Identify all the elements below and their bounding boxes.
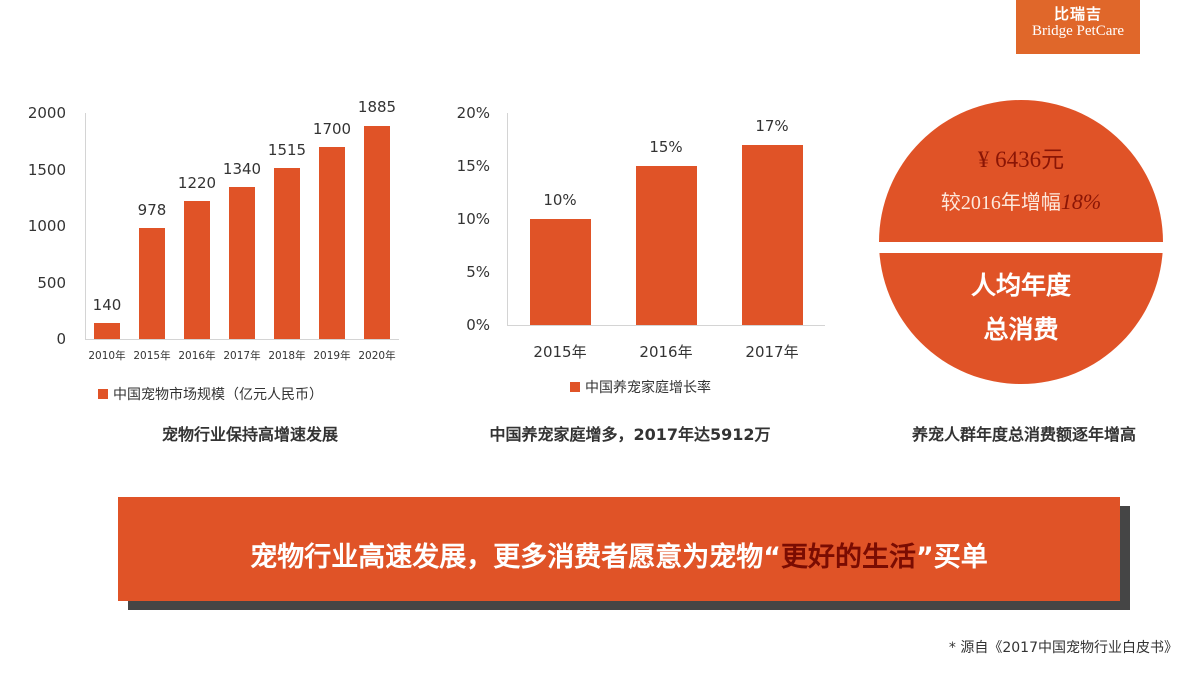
logo-en-text: Bridge PetCare [1031,23,1125,39]
growth-percent: 18% [1060,189,1102,214]
bar-2019 [319,147,345,339]
x-label: 2018年 [268,350,306,362]
bar-value: 1700 [312,120,352,138]
bar-2016 [636,166,697,325]
bar-2015 [139,228,165,339]
x-axis [507,325,825,326]
y-tick: 20% [456,104,490,122]
banner-quote-open: “ [763,542,781,573]
stat-title-line2: 总消费 [983,315,1059,344]
chart-legend: 中国养宠家庭增长率 [570,377,711,397]
bar-value: 1340 [222,160,262,178]
x-label: 2020年 [358,350,396,362]
banner-text-part2: 买单 [933,542,988,573]
bar-value: 140 [92,296,122,314]
bar-2016 [184,201,210,339]
summary-banner: 宠物行业高速发展，更多消费者愿意为宠物“更好的生活”买单 [118,497,1120,601]
growth-prefix: 较2016年增幅 [940,192,1061,214]
bar-2010 [94,323,120,339]
legend-label: 中国养宠家庭增长率 [585,380,711,396]
chart-caption: 中国养宠家庭增多，2017年达5912万 [489,425,771,444]
bar-2018 [274,168,300,339]
bar-value: 17% [755,117,789,135]
x-label: 2015年 [533,343,587,361]
bar-value: 1885 [357,98,397,116]
per-capita-spend-value: ¥ 6436元 [977,147,1065,172]
stat-caption: 养宠人群年度总消费额逐年增高 [911,425,1136,444]
x-label: 2016年 [639,343,693,361]
x-label: 2017年 [223,350,261,362]
stat-title-line1: 人均年度 [970,271,1071,300]
x-label: 2015年 [133,350,171,362]
source-note: * 源自《2017中国宠物行业白皮书》 [948,640,1178,656]
bar-2015 [530,219,591,325]
banner-quote-close: ” [916,542,934,573]
legend-swatch [570,382,580,392]
legend-swatch [98,389,108,399]
x-label: 2010年 [88,350,126,362]
y-tick: 0% [466,316,490,334]
logo-cn-text: 比瑞吉 [1053,5,1102,23]
y-axis [507,113,508,325]
bar-2017 [742,145,803,325]
y-tick: 1500 [27,161,66,179]
chart-legend: 中国宠物市场规模（亿元人民币） [98,384,323,404]
chart-caption: 宠物行业保持高增速发展 [161,425,338,444]
x-axis [85,339,399,340]
brand-logo: 比瑞吉 Bridge PetCare [1016,0,1140,54]
yoy-growth: 较2016年增幅18% [879,186,1163,215]
y-tick: 0 [56,330,66,348]
banner-highlight: 更好的生活 [781,542,916,573]
y-tick: 15% [456,157,490,175]
bar-value: 1220 [177,174,217,192]
banner-text: 宠物行业高速发展，更多消费者愿意为宠物“更好的生活”买单 [118,535,1120,574]
household-growth-chart: 20% 15% 10% 5% 0% 10% 15% 17% 2015年 2016… [430,0,850,460]
banner-text-part1: 宠物行业高速发展，更多消费者愿意为宠物 [250,542,764,573]
x-label: 2019年 [313,350,351,362]
y-tick: 10% [456,210,490,228]
bar-2017 [229,187,255,339]
y-tick: 2000 [27,104,66,122]
bar-value: 15% [649,138,683,156]
bar-value: 978 [137,201,167,219]
bar-2020 [364,126,390,339]
market-size-chart: 2000 1500 1000 500 0 140 978 1220 1340 1… [0,0,420,460]
x-label: 2017年 [745,343,799,361]
y-tick: 1000 [27,217,66,235]
circle-bottom-half [879,253,1163,384]
y-tick: 500 [37,274,66,292]
bar-value: 1515 [267,141,307,159]
x-label: 2016年 [178,350,216,362]
bar-value: 10% [543,191,577,209]
circle-top-half [879,100,1163,242]
legend-label: 中国宠物市场规模（亿元人民币） [113,387,323,403]
y-axis [85,113,86,339]
y-tick: 5% [466,263,490,281]
spending-stat-circle: ¥ 6436元 较2016年增幅18% 人均年度 总消费 [879,100,1163,384]
